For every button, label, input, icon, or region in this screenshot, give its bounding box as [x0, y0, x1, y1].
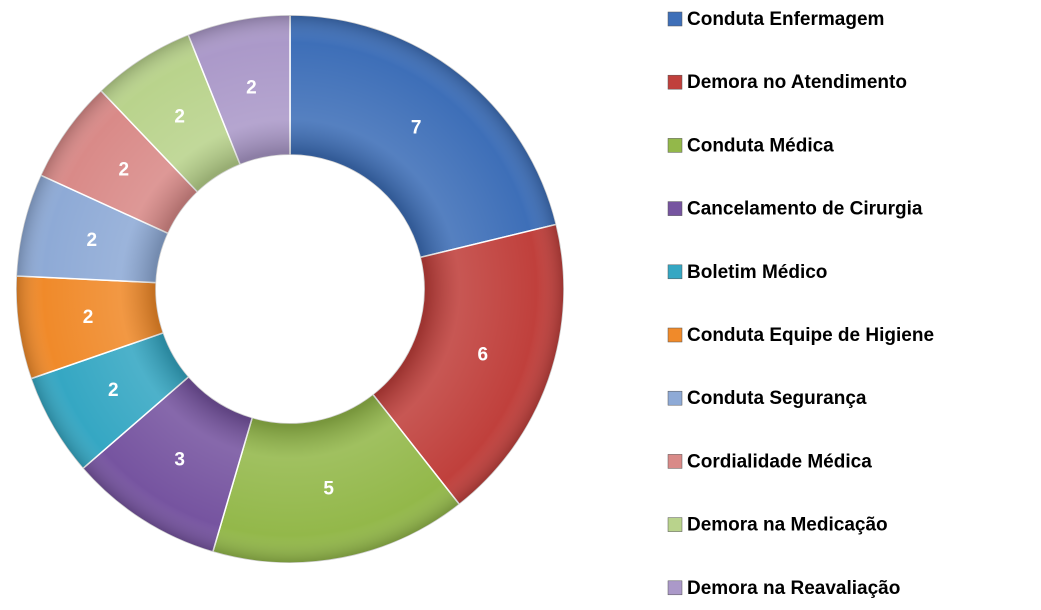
data-label: 2: [83, 307, 94, 328]
legend-label: Conduta Segurança: [687, 388, 867, 409]
legend-swatch: [667, 517, 683, 532]
data-label: 5: [323, 478, 334, 499]
legend-label: Conduta Enfermagem: [687, 9, 884, 30]
legend-label: Demora no Atendimento: [687, 72, 907, 93]
legend-label: Boletim Médico: [687, 262, 827, 283]
data-label: 7: [411, 118, 422, 139]
legend-swatch: [667, 264, 683, 280]
legend-label: Cancelamento de Cirurgia: [687, 199, 923, 220]
legend-swatch: [667, 74, 683, 90]
legend-label: Cordialidade Médica: [687, 451, 872, 472]
data-label: 2: [119, 160, 130, 181]
data-label: 3: [174, 450, 185, 471]
data-label: 2: [86, 230, 97, 251]
legend-swatch: [667, 11, 683, 27]
legend-label: Demora na Medicação: [687, 515, 888, 536]
legend-swatch: [667, 454, 683, 469]
legend-swatch: [667, 580, 683, 596]
data-label: 2: [108, 380, 119, 401]
slice: [289, 14, 558, 259]
legend-label: Conduta Equipe de Higiene: [687, 325, 934, 346]
legend-swatch: [667, 390, 683, 406]
legend-swatch: [667, 327, 683, 343]
data-label: 2: [174, 106, 185, 127]
data-label: 6: [477, 345, 488, 366]
data-label: 2: [246, 78, 257, 99]
legend-swatch: [667, 138, 683, 153]
legend-swatch: [667, 201, 683, 216]
legend-label: Conduta Médica: [687, 135, 834, 156]
legend-label: Demora na Reavaliação: [687, 578, 900, 599]
